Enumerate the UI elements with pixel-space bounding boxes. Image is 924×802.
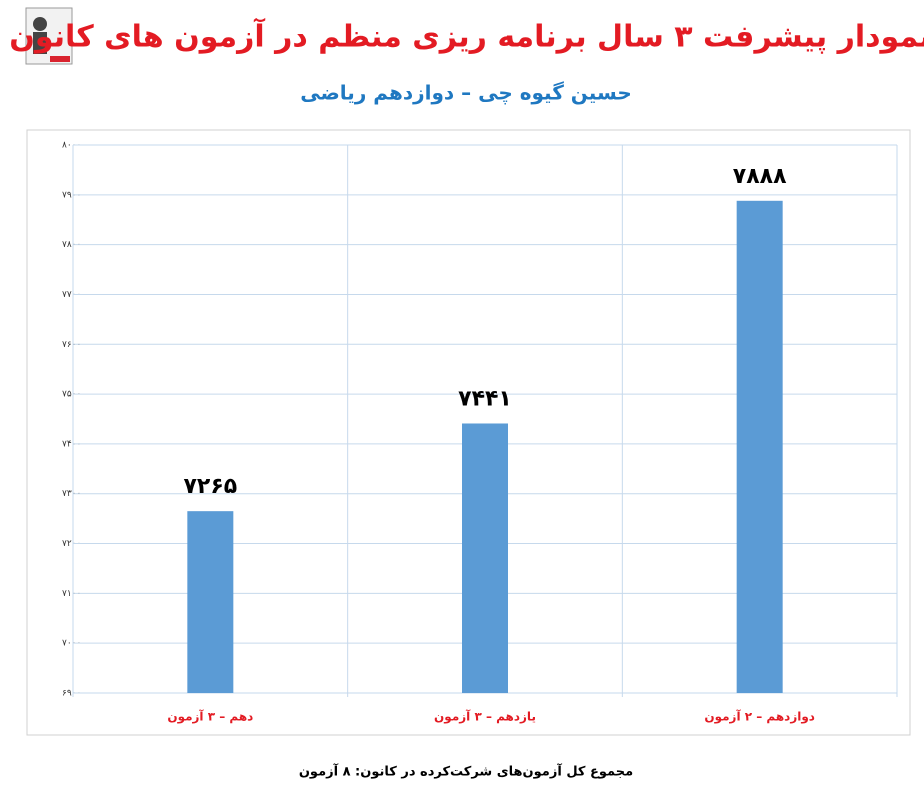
y-tick-label: ۷۸۰۰ xyxy=(62,240,81,250)
x-tick-label: دوازدهم – ۲ آزمون xyxy=(704,709,815,725)
logo-figure xyxy=(33,17,47,31)
logo-badge xyxy=(50,56,70,62)
y-tick-label: ۷۷۰۰ xyxy=(62,290,81,300)
chart-title: نمودار پیشرفت ۳ سال برنامه ریزی منظم در … xyxy=(9,18,924,55)
y-tick-label: ۷۰۰۰ xyxy=(62,639,81,649)
bar xyxy=(462,423,508,693)
y-tick-label: ۷۳۰۰ xyxy=(62,489,81,499)
y-tick-label: ۷۹۰۰ xyxy=(62,190,81,200)
chart-frame xyxy=(26,129,911,736)
data-label: ۷۸۸۸ xyxy=(733,164,787,189)
logo-figure xyxy=(33,32,47,54)
y-tick-label: ۷۲۰۰ xyxy=(62,539,81,549)
footnote: مجموع کل آزمون‌های شرکت‌کرده در کانون: ۸… xyxy=(299,763,633,780)
data-label: ۷۴۴۱ xyxy=(458,386,512,411)
x-tick-label: یازدهم – ۳ آزمون xyxy=(434,709,536,725)
y-tick-label: ۶۹۰۰ xyxy=(62,689,81,699)
y-tick-label: ۷۱۰۰ xyxy=(62,589,81,599)
y-tick-label: ۷۶۰۰ xyxy=(62,340,81,350)
bar xyxy=(187,511,234,693)
data-label: ۷۲۶۵ xyxy=(183,474,237,499)
y-tick-label: ۷۴۰۰ xyxy=(62,439,81,449)
x-tick-label: دهم – ۳ آزمون xyxy=(167,709,253,725)
y-tick-label: ۸۰۰۰ xyxy=(62,141,81,151)
y-tick-label: ۷۵۰۰ xyxy=(62,390,81,400)
chart-subtitle: حسین گیوه چی – دوازدهم ریاضی xyxy=(300,81,632,106)
logo xyxy=(25,7,73,65)
bar xyxy=(736,200,783,693)
